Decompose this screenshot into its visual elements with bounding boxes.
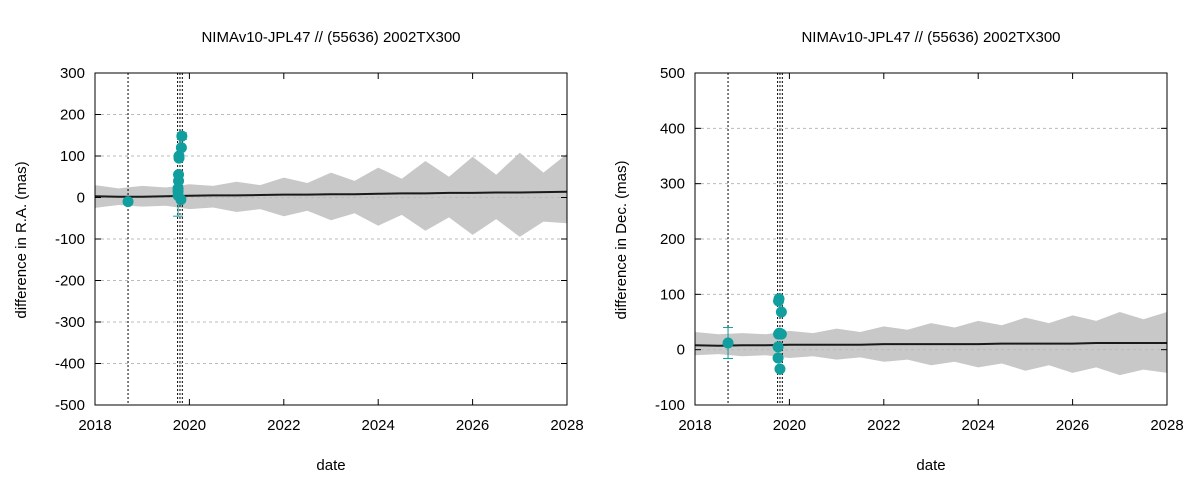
x-axis-label: date	[916, 457, 945, 474]
x-tick-label: 2028	[550, 417, 583, 434]
y-tick-label: -400	[55, 356, 85, 373]
x-axis-label: date	[316, 457, 345, 474]
y-tick-label: 0	[77, 190, 85, 207]
y-axis-label: difference in Dec. (mas)	[613, 161, 630, 320]
observation-point	[773, 293, 785, 305]
y-tick-label: 0	[677, 342, 685, 359]
x-tick-label: 2022	[867, 417, 900, 434]
observation-point	[176, 130, 188, 142]
observation-point	[122, 196, 134, 208]
y-axis-label: difference in R.A. (mas)	[13, 161, 30, 318]
y-tick-label: 200	[60, 107, 85, 124]
observation-point	[175, 142, 187, 154]
y-tick-label: 500	[660, 65, 685, 82]
dec-difference-chart: NIMAv10-JPL47 // (55636) 2002TX300 diffe…	[613, 29, 1184, 474]
y-tick-label: 300	[60, 65, 85, 82]
y-tick-label: -500	[55, 397, 85, 414]
observation-point	[775, 306, 787, 318]
y-tick-label: -100	[655, 397, 685, 414]
observation-point	[175, 194, 187, 206]
y-tick-label: 100	[60, 148, 85, 165]
y-tick-label: 300	[660, 176, 685, 193]
x-tick-label: 2026	[1056, 417, 1089, 434]
observation-point	[722, 337, 734, 349]
chart-title: NIMAv10-JPL47 // (55636) 2002TX300	[801, 29, 1060, 46]
y-tick-label: 200	[660, 231, 685, 248]
x-tick-label: 2028	[1150, 417, 1183, 434]
x-tick-label: 2024	[962, 417, 995, 434]
y-tick-label: -200	[55, 273, 85, 290]
x-tick-label: 2022	[267, 417, 300, 434]
observation-point	[772, 352, 784, 364]
x-tick-label: 2018	[678, 417, 711, 434]
y-tick-label: -100	[55, 231, 85, 248]
observation-point	[173, 150, 185, 162]
ra-difference-chart: NIMAv10-JPL47 // (55636) 2002TX300 diffe…	[13, 29, 584, 474]
x-tick-label: 2020	[173, 417, 206, 434]
x-tick-label: 2026	[456, 417, 489, 434]
x-tick-label: 2020	[773, 417, 806, 434]
y-tick-label: 100	[660, 286, 685, 303]
y-tick-label: 400	[660, 120, 685, 137]
observation-point	[173, 169, 185, 181]
x-tick-label: 2018	[78, 417, 111, 434]
y-tick-label: -300	[55, 314, 85, 331]
observation-point	[775, 328, 787, 340]
observation-point	[774, 363, 786, 375]
observation-point	[772, 341, 784, 353]
chart-title: NIMAv10-JPL47 // (55636) 2002TX300	[201, 29, 460, 46]
x-tick-label: 2024	[362, 417, 395, 434]
